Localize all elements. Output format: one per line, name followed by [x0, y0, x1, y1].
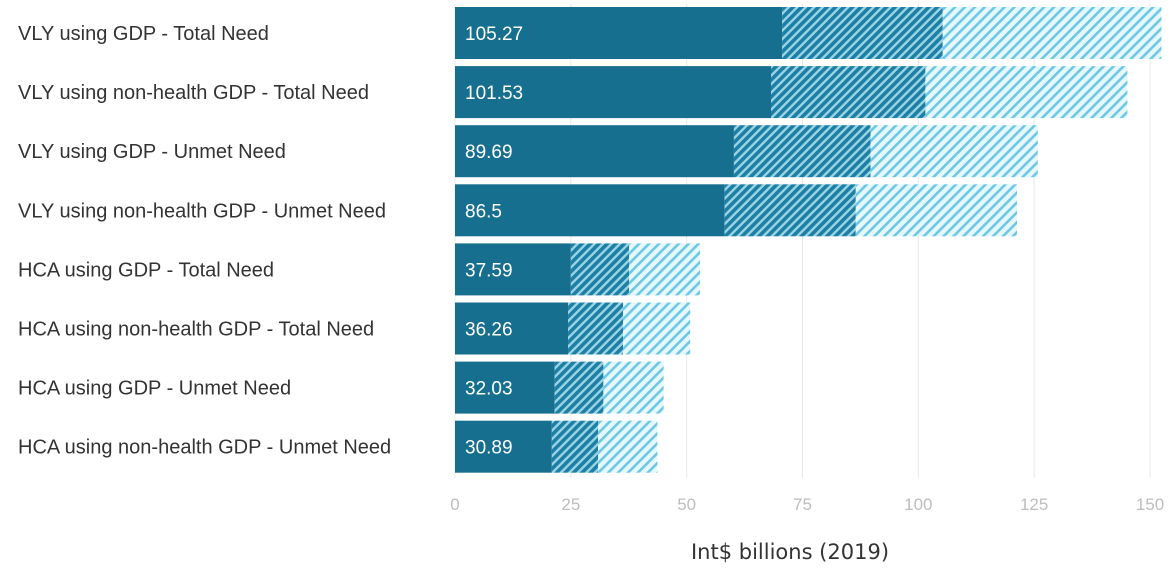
bar-segment-dense-hatch	[724, 184, 856, 237]
bar-segment-solid	[455, 7, 783, 59]
x-tick-label: 0	[450, 495, 459, 514]
category-label: HCA using GDP - Unmet Need	[18, 378, 291, 400]
x-tick-label: 75	[793, 495, 812, 514]
bar-segment-solid	[455, 420, 552, 473]
bar-value-label: 105.27	[465, 24, 523, 45]
x-tick-label: 100	[904, 495, 932, 514]
bar-segment-light-hatch	[629, 243, 701, 296]
x-tick-label: 25	[561, 495, 580, 514]
category-label: VLY using GDP - Total Need	[18, 23, 269, 45]
bar-value-label: 32.03	[465, 379, 513, 400]
x-axis-title: Int$ billions (2019)	[691, 540, 889, 564]
bar-value-label: 89.69	[465, 142, 513, 163]
bar-value-label: 37.59	[465, 260, 513, 281]
bar-segment-solid	[455, 243, 571, 296]
bar-segment-dense-hatch	[782, 7, 943, 59]
bar-segment-solid	[455, 184, 725, 237]
category-label: HCA using non-health GDP - Total Need	[18, 319, 374, 341]
bar-segment-light-hatch	[870, 125, 1038, 178]
x-tick-label: 150	[1136, 495, 1164, 514]
value-labels: 105.27 101.53 89.69 86.5 37.59 36.26 32.03 30.8…	[465, 24, 523, 459]
x-tick-label: 125	[1020, 495, 1048, 514]
bar-value-label: 30.89	[465, 438, 513, 459]
bar-segment-dense-hatch	[770, 66, 926, 119]
bar-segment-dense-hatch	[733, 125, 871, 178]
x-axis-ticks: 0 25 50 75 100 125 150	[450, 495, 1164, 514]
bar-segment-solid	[455, 66, 771, 119]
category-label: VLY using non-health GDP - Total Need	[18, 82, 369, 104]
category-labels: VLY using GDP - Total Need VLY using non-…	[18, 23, 391, 459]
bar-segment-solid	[455, 125, 734, 178]
bar-value-label: 36.26	[465, 320, 513, 341]
bar-segment-light-hatch	[925, 66, 1128, 119]
bar-segment-solid	[455, 302, 569, 355]
bar-segment-light-hatch	[942, 7, 1162, 59]
bar-segment-dense-hatch	[551, 420, 599, 473]
x-tick-label: 50	[677, 495, 696, 514]
bar-segment-solid	[455, 361, 555, 414]
bar-segment-dense-hatch	[554, 361, 604, 414]
category-label: HCA using GDP - Total Need	[18, 259, 274, 281]
bar-segment-light-hatch	[855, 184, 1018, 237]
bar-segment-dense-hatch	[570, 243, 630, 296]
bar-segment-dense-hatch	[568, 302, 624, 355]
bar-segment-light-hatch	[603, 361, 664, 414]
category-label: VLY using GDP - Unmet Need	[18, 141, 286, 163]
bar-value-label: 101.53	[465, 83, 523, 104]
bar-segment-light-hatch	[623, 302, 691, 355]
bars	[455, 7, 1162, 473]
category-label: HCA using non-health GDP - Unmet Need	[18, 437, 391, 459]
category-label: VLY using non-health GDP - Unmet Need	[18, 200, 386, 222]
bar-segment-light-hatch	[598, 420, 658, 473]
bar-value-label: 86.5	[465, 201, 502, 222]
